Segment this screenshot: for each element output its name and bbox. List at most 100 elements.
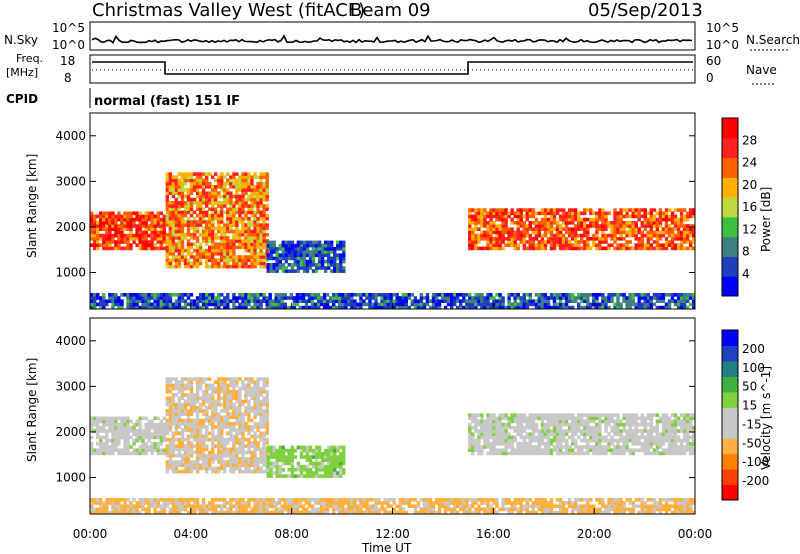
heatmap-cell-mid_patch (281, 253, 285, 257)
heatmap-cell-evening_band (534, 422, 539, 427)
heatmap-cell-rising_arc (186, 441, 191, 445)
heatmap-cell-evening_band (531, 211, 536, 216)
heatmap-cell-evening_band (589, 419, 593, 424)
heatmap-cell-main_band (135, 243, 139, 247)
heatmap-cell-rising_arc (226, 197, 230, 202)
heatmap-cell-ground_scatter (595, 305, 599, 310)
heatmap-cell-ground_scatter (268, 299, 272, 303)
heatmap-cell-rising_arc (244, 428, 248, 432)
heatmap-cell-main_band (93, 214, 97, 219)
heatmap-cell-evening_band (477, 413, 481, 417)
heatmap-cell-rising_arc (198, 444, 203, 448)
heatmap-cell-evening_band (577, 429, 581, 433)
heatmap-cell-main_band (108, 419, 112, 424)
heatmap-cell-rising_arc (208, 264, 212, 269)
heatmap-cell-rising_arc (226, 418, 230, 423)
heatmap-cell-evening_band (607, 413, 611, 417)
heatmap-cell-main_band (144, 432, 148, 436)
heatmap-cell-rising_arc (195, 223, 200, 227)
heatmap-cell-rising_arc (171, 402, 176, 407)
heatmap-cell-evening_band (631, 227, 635, 231)
heatmap-cell-evening_band (555, 438, 560, 443)
heatmap-cell-rising_arc (195, 248, 200, 253)
heatmap-cell-rising_arc (265, 191, 269, 195)
heatmap-cell-rising_arc (177, 463, 182, 467)
heatmap-cell-rising_arc (165, 421, 169, 426)
heatmap-cell-mid_patch (293, 468, 298, 472)
heatmap-cell-ground_scatter (443, 299, 448, 303)
heatmap-cell-rising_arc (241, 229, 245, 234)
heatmap-cell-evening_band (676, 451, 681, 456)
heatmap-cell-evening_band (646, 413, 650, 417)
heatmap-cell-ground_scatter (510, 302, 514, 307)
heatmap-cell-rising_arc (214, 418, 218, 423)
heatmap-cell-rising_arc (201, 463, 206, 467)
heatmap-cell-main_band (108, 445, 112, 449)
heatmap-cell-rising_arc (174, 232, 179, 237)
heatmap-cell-evening_band (682, 240, 687, 244)
heatmap-cell-evening_band (495, 217, 499, 222)
heatmap-cell-evening_band (667, 419, 672, 424)
heatmap-cell-ground_scatter (580, 305, 584, 310)
heatmap-cell-ground_scatter (692, 305, 696, 310)
heatmap-cell-mid_patch (299, 455, 304, 459)
heatmap-cell-evening_band (613, 445, 617, 449)
heatmap-cell-evening_band (564, 224, 569, 228)
heatmap-cell-evening_band (492, 237, 496, 241)
heatmap-cell-rising_arc (217, 194, 221, 199)
heatmap-cell-evening_band (468, 438, 472, 443)
heatmap-cell-rising_arc (256, 220, 260, 224)
heatmap-cell-rising_arc (180, 460, 185, 464)
heatmap-cell-rising_arc (208, 216, 212, 221)
heatmap-cell-rising_arc (195, 383, 200, 388)
heatmap-cell-ground_scatter (643, 305, 647, 310)
heatmap-cell-rising_arc (174, 258, 179, 262)
heatmap-cell-main_band (111, 221, 115, 225)
heatmap-cell-evening_band (628, 240, 632, 244)
heatmap-cell-evening_band (577, 211, 581, 216)
heatmap-cell-main_band (135, 435, 139, 440)
heatmap-cell-evening_band (471, 233, 475, 238)
heatmap-cell-mid_patch (330, 256, 334, 261)
heatmap-cell-rising_arc (177, 194, 182, 199)
heatmap-cell-evening_band (552, 445, 557, 449)
heatmap-cell-rising_arc (165, 207, 169, 211)
heatmap-cell-evening_band (495, 429, 499, 433)
heatmap-cell-rising_arc (168, 453, 173, 458)
heatmap-cell-evening_band (486, 442, 490, 446)
heatmap-cell-rising_arc (247, 172, 251, 176)
heatmap-cell-rising_arc (192, 437, 197, 442)
heatmap-cell-evening_band (679, 221, 684, 225)
heatmap-cell-mid_patch (323, 247, 328, 251)
heatmap-cell-ground_scatter (604, 305, 608, 310)
heatmap-cell-ground_scatter (637, 302, 641, 307)
heatmap-cell-evening_band (661, 419, 666, 424)
heatmap-cell-rising_arc (256, 377, 260, 381)
heatmap-cell-ground_scatter (329, 299, 333, 303)
heatmap-cell-mid_patch (287, 256, 291, 261)
heatmap-cell-rising_arc (241, 181, 245, 186)
heatmap-cell-evening_band (510, 237, 514, 241)
heatmap-cell-rising_arc (214, 258, 218, 262)
heatmap-cell-ground_scatter (389, 302, 393, 307)
heatmap-cell-evening_band (610, 448, 614, 452)
heatmap-cell-ground_scatter (682, 299, 687, 303)
heatmap-cell-evening_band (510, 211, 514, 216)
heatmap-cell-rising_arc (208, 191, 212, 195)
heatmap-cell-rising_arc (241, 201, 245, 205)
heatmap-cell-rising_arc (241, 447, 245, 452)
heatmap-cell-ground_scatter (292, 305, 297, 310)
heatmap-cell-evening_band (598, 211, 602, 216)
heatmap-cell-rising_arc (171, 444, 176, 448)
heatmap-cell-evening_band (577, 451, 581, 456)
heatmap-cell-main_band (159, 233, 163, 238)
heatmap-cell-evening_band (613, 422, 617, 427)
heatmap-cell-mid_patch (284, 247, 288, 251)
heatmap-cell-rising_arc (262, 236, 266, 240)
heatmap-cell-rising_arc (253, 450, 257, 455)
heatmap-cell-ground_scatter (425, 296, 430, 300)
heatmap-cell-ground_scatter (177, 293, 182, 297)
heatmap-cell-rising_arc (214, 386, 218, 391)
heatmap-cell-evening_band (564, 413, 569, 417)
heatmap-cell-main_band (114, 221, 118, 225)
